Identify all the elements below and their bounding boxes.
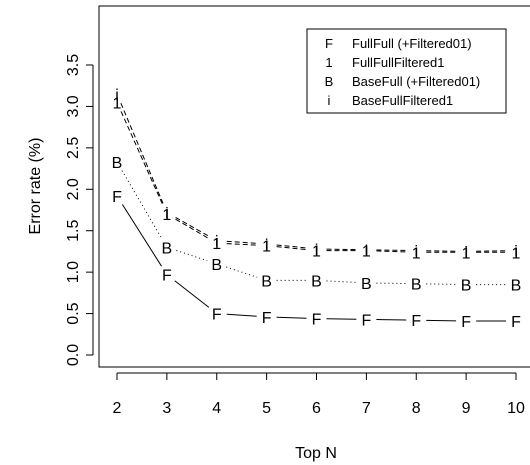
data-point-marker: 1 [412, 245, 421, 262]
data-point-marker: i [414, 244, 418, 261]
data-point-marker: 1 [212, 236, 221, 253]
series-line-segment [176, 249, 208, 262]
series-line-segment [326, 280, 357, 283]
series-line-segment [226, 266, 258, 278]
legend-label: BaseFull (+Filtered01) [352, 74, 480, 89]
y-axis-title: Error rate (%) [27, 138, 44, 235]
data-point-marker: 1 [162, 207, 171, 224]
data-point-marker: F [112, 189, 122, 206]
y-tick-label: 3.5 [65, 54, 82, 76]
data-point-marker: 1 [113, 95, 122, 112]
data-point-marker: F [312, 312, 322, 329]
series-line-segment [175, 216, 209, 237]
data-point-marker: B [162, 240, 173, 257]
series-line-segment [121, 170, 163, 239]
legend-marker: i [328, 93, 331, 108]
series-line-segment [120, 103, 164, 204]
data-point-marker: B [211, 257, 222, 274]
data-point-marker: 1 [512, 245, 521, 262]
data-point-marker: F [361, 312, 371, 329]
y-tick-label: 1.0 [65, 261, 82, 283]
data-point-marker: 1 [262, 239, 271, 256]
data-point-marker: B [361, 276, 372, 293]
x-tick-label: 10 [507, 400, 525, 417]
y-tick-label: 0.5 [65, 302, 82, 324]
y-tick-label: 1.5 [65, 219, 82, 241]
data-point-marker: i [215, 234, 219, 251]
data-point-marker: F [461, 314, 471, 331]
legend: F FullFull (+Filtered01) 1 FullFullFiltered… [306, 28, 507, 114]
data-point-marker: F [162, 268, 172, 285]
data-point-marker: B [411, 277, 422, 294]
series-line-segment [121, 204, 162, 267]
data-point-marker: i [115, 87, 119, 104]
series-line-segment [226, 240, 257, 244]
series-line-segment [174, 280, 210, 308]
data-point-marker: i [315, 242, 319, 259]
y-tick-label: 2.0 [65, 178, 82, 200]
series-layer: F F F F F F F F F 1 1 1 1 1 1 1 1 1 B B B B B B B B Bi i i i i i i i i [112, 87, 522, 331]
legend-marker: 1 [325, 55, 332, 70]
data-point-marker: B [511, 278, 522, 295]
x-tick-label: 8 [412, 400, 421, 417]
x-axis-title: Top N [295, 445, 337, 462]
x-axis: 2 3 4 5 6 7 8 9 10 [113, 372, 525, 417]
legend-marker: B [325, 74, 334, 89]
legend-label: FullFull (+Filtered01) [352, 36, 472, 51]
legend-marker: F [325, 36, 333, 51]
series-line-segment [226, 243, 257, 246]
series-2: 1 1 1 1 1 1 1 1 1 [113, 95, 521, 262]
data-point-marker: i [365, 243, 369, 260]
x-tick-label: 9 [462, 400, 471, 417]
data-point-marker: F [212, 307, 222, 324]
series-line-segment [175, 218, 209, 239]
series-4: i i i i i i i i i [115, 87, 518, 261]
data-point-marker: i [265, 237, 269, 254]
data-point-marker: 1 [462, 245, 471, 262]
data-point-marker: F [511, 314, 521, 331]
series-1: F F F F F F F F F [112, 189, 521, 331]
series-line-segment [276, 246, 307, 251]
data-point-marker: B [112, 155, 123, 172]
series-line-segment [276, 316, 307, 319]
series-line-segment [376, 250, 407, 253]
series-line-segment [226, 313, 257, 317]
data-point-marker: 1 [362, 244, 371, 261]
series-line-segment [120, 111, 164, 206]
legend-label: FullFullFiltered1 [352, 55, 444, 70]
x-tick-label: 2 [113, 400, 122, 417]
y-tick-label: 2.5 [65, 137, 82, 159]
data-point-marker: F [262, 310, 272, 327]
data-point-marker: B [261, 273, 272, 290]
x-tick-label: 7 [362, 400, 371, 417]
data-point-marker: B [311, 273, 322, 290]
plot-frame [98, 5, 530, 368]
legend-label: BaseFullFiltered1 [352, 93, 453, 108]
data-point-marker: i [464, 244, 468, 261]
data-point-marker: B [461, 278, 472, 295]
legend-box [306, 28, 507, 114]
y-axis: 0.0 0.5 1.0 1.5 2.0 2.5 3.0 3.5 [65, 54, 94, 366]
y-tick-label: 3.0 [65, 95, 82, 117]
y-tick-label: 0.0 [65, 344, 82, 366]
data-point-marker: i [165, 205, 169, 222]
data-point-marker: F [411, 313, 421, 330]
x-tick-label: 6 [312, 400, 321, 417]
x-tick-label: 3 [162, 400, 171, 417]
series-line-segment [276, 244, 307, 249]
data-point-marker: i [514, 244, 518, 261]
series-3: B B B B B B B B B [112, 155, 522, 295]
data-point-marker: 1 [312, 244, 321, 261]
x-tick-label: 4 [212, 400, 221, 417]
x-tick-label: 5 [262, 400, 271, 417]
